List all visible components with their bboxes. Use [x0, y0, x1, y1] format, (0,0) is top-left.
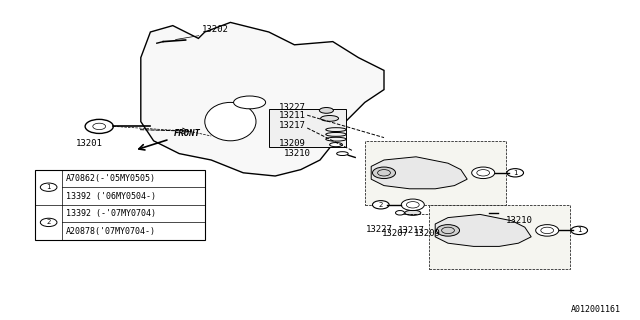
Text: 13210: 13210 [284, 149, 310, 158]
Circle shape [85, 119, 113, 133]
Polygon shape [435, 214, 531, 246]
Ellipse shape [205, 102, 256, 141]
Text: 13392 ('06MY0504-): 13392 ('06MY0504-) [66, 191, 156, 201]
Text: A70862(-'05MY0505): A70862(-'05MY0505) [66, 174, 156, 183]
Bar [429, 205, 570, 269]
Ellipse shape [330, 142, 342, 147]
Circle shape [401, 199, 424, 211]
Bar [35, 170, 205, 240]
Bar [365, 141, 506, 205]
Text: 13227: 13227 [366, 225, 393, 234]
Ellipse shape [405, 210, 421, 215]
Circle shape [536, 225, 559, 236]
Text: A012001161: A012001161 [571, 305, 621, 314]
Polygon shape [371, 157, 467, 189]
Ellipse shape [234, 96, 266, 109]
Bar [269, 109, 346, 147]
Ellipse shape [321, 116, 339, 121]
Circle shape [372, 201, 389, 209]
Text: 13202: 13202 [202, 25, 228, 34]
Text: 2: 2 [47, 220, 51, 225]
Text: 13209: 13209 [279, 139, 306, 148]
Text: FRONT: FRONT [174, 129, 201, 138]
Circle shape [40, 183, 57, 191]
Circle shape [472, 167, 495, 179]
Ellipse shape [477, 211, 489, 215]
Text: 13209: 13209 [414, 229, 441, 238]
Circle shape [507, 169, 524, 177]
Text: 13392 (-'07MY0704): 13392 (-'07MY0704) [66, 209, 156, 218]
Circle shape [571, 226, 588, 235]
Text: 1: 1 [513, 170, 518, 176]
Text: 13207: 13207 [382, 229, 409, 238]
Ellipse shape [319, 108, 333, 113]
Text: 2: 2 [379, 202, 383, 208]
Circle shape [40, 218, 57, 227]
Text: 13210: 13210 [506, 216, 532, 225]
Text: 13227: 13227 [279, 103, 306, 112]
Ellipse shape [396, 211, 404, 215]
Text: 13217: 13217 [279, 121, 306, 130]
Circle shape [436, 225, 460, 236]
Text: 13201: 13201 [76, 139, 103, 148]
Polygon shape [141, 22, 384, 176]
Text: 1: 1 [577, 228, 582, 233]
Text: 13217: 13217 [398, 226, 425, 235]
Text: A20878('07MY0704-): A20878('07MY0704-) [66, 227, 156, 236]
Text: 13211: 13211 [279, 111, 306, 120]
Circle shape [372, 167, 396, 179]
Ellipse shape [337, 152, 348, 156]
Text: 1: 1 [46, 184, 51, 190]
